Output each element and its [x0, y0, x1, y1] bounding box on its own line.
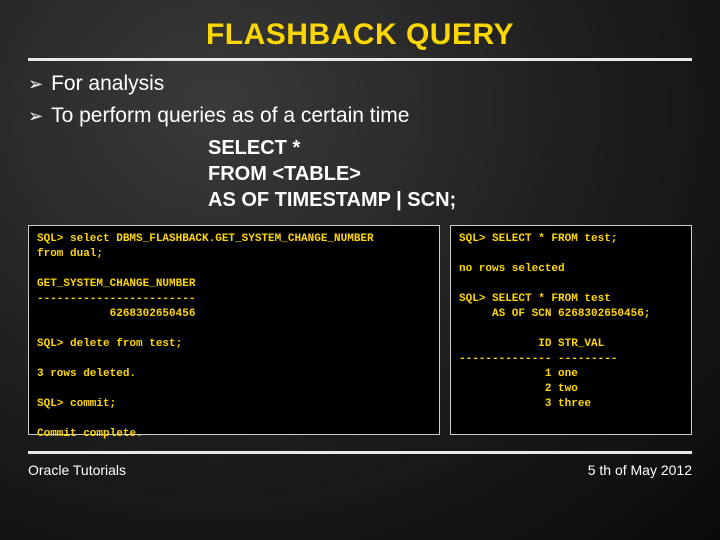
bullet-item: ➢ For analysis [28, 71, 692, 97]
slide-footer: Oracle Tutorials 5 th of May 2012 [28, 462, 692, 478]
bullet-list: ➢ For analysis ➢ To perform queries as o… [28, 71, 692, 129]
terminal-left: SQL> select DBMS_FLASHBACK.GET_SYSTEM_CH… [28, 225, 440, 435]
slide-title: FLASHBACK QUERY [28, 18, 692, 52]
bullet-text: To perform queries as of a certain time [51, 103, 409, 129]
terminal-right: SQL> SELECT * FROM test; no rows selecte… [450, 225, 692, 435]
bullet-item: ➢ To perform queries as of a certain tim… [28, 103, 692, 129]
code-line: SELECT * [208, 135, 692, 161]
terminal-row: SQL> select DBMS_FLASHBACK.GET_SYSTEM_CH… [28, 225, 692, 435]
footer-right: 5 th of May 2012 [588, 462, 692, 478]
bullet-text: For analysis [51, 71, 164, 97]
code-line: FROM <TABLE> [208, 161, 692, 187]
code-line: AS OF TIMESTAMP | SCN; [208, 187, 692, 213]
divider-bottom [28, 451, 692, 454]
bullet-marker-icon: ➢ [28, 71, 43, 97]
footer-left: Oracle Tutorials [28, 462, 126, 478]
bullet-marker-icon: ➢ [28, 103, 43, 129]
sql-syntax-block: SELECT * FROM <TABLE> AS OF TIMESTAMP | … [208, 135, 692, 213]
divider-top [28, 58, 692, 61]
